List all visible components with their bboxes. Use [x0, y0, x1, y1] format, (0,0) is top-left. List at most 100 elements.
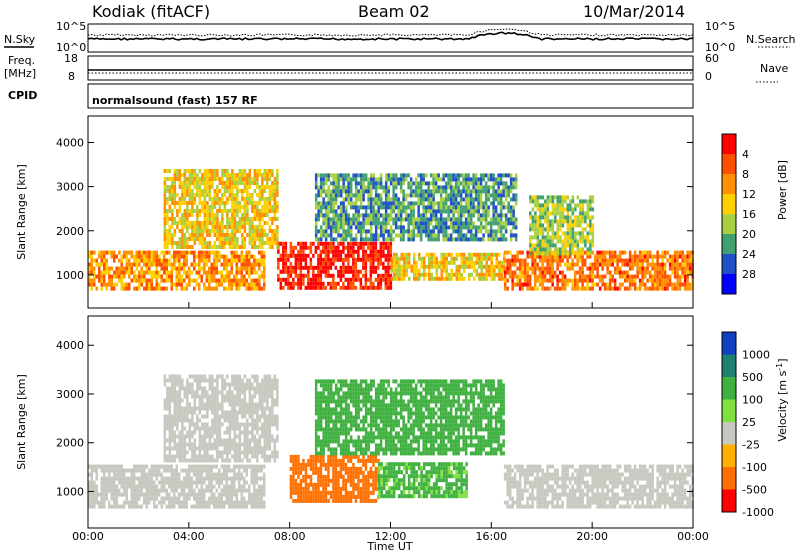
heatmap-cell-4 — [246, 173, 249, 177]
heatmap-cell-0 — [100, 492, 103, 497]
heatmap-cell-0 — [103, 472, 106, 477]
heatmap-cell-2 — [455, 252, 458, 257]
heatmap-cell-0 — [213, 270, 216, 275]
heatmap-cell-3 — [663, 278, 667, 283]
heatmap-cell-1 — [322, 269, 325, 274]
heatmap-cell-5 — [417, 209, 420, 214]
heatmap-cell-0 — [203, 286, 206, 291]
heatmap-cell-5 — [487, 229, 490, 234]
heatmap-cell-5 — [454, 173, 458, 178]
heatmap-cell-4 — [196, 177, 199, 181]
heatmap-cell-0 — [203, 492, 206, 497]
heatmap-cell-0 — [203, 266, 206, 271]
heatmap-cell-2 — [485, 252, 488, 257]
heatmap-cell-0 — [110, 278, 113, 283]
heatmap-cell-3 — [613, 282, 617, 287]
heatmap-cell-0 — [195, 254, 198, 259]
heatmap-cell-4 — [196, 205, 199, 209]
heatmap-cell-4 — [263, 205, 267, 209]
heatmap-cell-0 — [183, 488, 186, 493]
heatmap-cell-3 — [521, 286, 524, 291]
heatmap-cell-4 — [203, 217, 207, 221]
heatmap-cell-5 — [472, 185, 475, 190]
heatmap-cell-0 — [103, 476, 106, 481]
heatmap-cell-5 — [449, 225, 453, 230]
heatmap-cell-5 — [504, 189, 508, 194]
heatmap-cell-1 — [342, 265, 345, 270]
heatmap-cell-5 — [399, 201, 403, 206]
heatmap-cell-3 — [593, 254, 597, 259]
heatmap-cell-5 — [512, 221, 515, 226]
heatmap-cell-1 — [387, 269, 390, 274]
station-title: Kodiak (fitACF) — [92, 2, 210, 21]
heatmap-cell-5 — [369, 213, 373, 218]
heatmap-cell-0 — [255, 464, 258, 469]
heatmap-cell-1 — [314, 273, 318, 278]
heatmap-cell-3 — [613, 286, 617, 291]
heatmap-cell-4 — [193, 201, 197, 205]
heatmap-cell-1 — [349, 245, 353, 250]
heatmap-cell-4 — [163, 177, 167, 181]
heatmap-cell-1 — [317, 454, 320, 459]
heatmap-cell-4 — [273, 197, 277, 201]
heatmap-cell-4 — [206, 209, 209, 213]
heatmap-cell-4 — [163, 197, 167, 201]
heatmap-cell-0 — [153, 500, 156, 505]
heatmap-cell-1 — [349, 281, 353, 286]
heatmap-cell-0 — [98, 500, 101, 505]
heatmap-cell-1 — [327, 241, 330, 246]
heatmap-cell-5 — [427, 189, 430, 194]
heatmap-cell-0 — [143, 270, 146, 275]
colorbar-tick-label: 8 — [742, 168, 749, 181]
heatmap-cell-5 — [397, 197, 400, 202]
heatmap-cell-3 — [556, 274, 559, 279]
heatmap-cell-4 — [246, 221, 249, 225]
heatmap-cell-3 — [623, 278, 627, 283]
heatmap-cell-0 — [133, 500, 136, 505]
heatmap-cell-5 — [487, 213, 490, 218]
heatmap-cell-1 — [292, 462, 295, 467]
heatmap-cell-6 — [584, 239, 587, 244]
heatmap-cell-0 — [208, 500, 211, 505]
heatmap-cell-4 — [203, 177, 207, 181]
heatmap-cell-4 — [243, 205, 247, 209]
heatmap-cell-1 — [317, 261, 320, 266]
heatmap-cell-4 — [178, 181, 182, 185]
heatmap-cell-5 — [407, 173, 410, 178]
heatmap-cell-0 — [155, 270, 158, 275]
heatmap-cell-3 — [633, 278, 637, 283]
heatmap-cell-3 — [568, 254, 572, 259]
heatmap-cell-0 — [118, 250, 121, 255]
heatmap-cell-3 — [586, 278, 589, 283]
heatmap-cell-1 — [289, 474, 293, 479]
heatmap-cell-5 — [352, 173, 355, 178]
heatmap-cell-1 — [389, 241, 393, 246]
heatmap-cell-5 — [407, 229, 410, 234]
heatmap-cell-0 — [190, 468, 193, 473]
heatmap-cell-1 — [382, 265, 385, 270]
heatmap-cell-3 — [628, 266, 632, 271]
heatmap-cell-0 — [155, 468, 158, 473]
heatmap-cell-6 — [539, 251, 542, 256]
heatmap-cell-5 — [479, 213, 483, 218]
heatmap-cell-1 — [314, 494, 318, 499]
heatmap-cell-1 — [352, 261, 355, 266]
heatmap-cell-3 — [623, 262, 627, 267]
heatmap-cell-5 — [509, 217, 513, 222]
heatmap-cell-0 — [240, 472, 243, 477]
heatmap-cell-0 — [203, 270, 206, 275]
heatmap-cell-3 — [543, 274, 547, 279]
heatmap-cell-0 — [225, 270, 228, 275]
heatmap-cell-1 — [344, 257, 348, 262]
heatmap-cell-3 — [536, 274, 539, 279]
heatmap-cell-4 — [208, 169, 212, 173]
heatmap-cell-2 — [493, 276, 496, 281]
heatmap-cell-0 — [93, 258, 96, 263]
heatmap-cell-0 — [245, 270, 248, 275]
heatmap-cell-5 — [347, 177, 350, 182]
heatmap-cell-5 — [492, 177, 495, 182]
heatmap-cell-5 — [439, 217, 443, 222]
heatmap-cell-3 — [626, 270, 629, 275]
heatmap-cell-0 — [235, 274, 238, 279]
heatmap-cell-3 — [506, 250, 509, 255]
